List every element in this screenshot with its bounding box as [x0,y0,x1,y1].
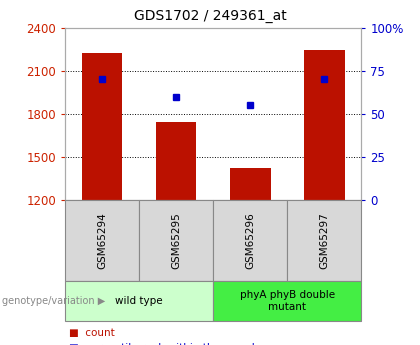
Text: genotype/variation ▶: genotype/variation ▶ [2,296,105,306]
Text: GSM65297: GSM65297 [319,212,329,269]
Text: GSM65295: GSM65295 [171,212,181,269]
Bar [82,53,123,200]
Text: GDS1702 / 249361_at: GDS1702 / 249361_at [134,9,286,23]
Text: ■  count: ■ count [69,328,115,338]
Text: wild type: wild type [116,296,163,306]
Bar [304,50,344,200]
Text: ■  percentile rank within the sample: ■ percentile rank within the sample [69,343,261,345]
Text: GSM65294: GSM65294 [97,212,107,269]
Text: GSM65296: GSM65296 [245,212,255,269]
Bar [230,168,270,200]
Bar [156,122,197,200]
Text: phyA phyB double
mutant: phyA phyB double mutant [240,290,335,312]
